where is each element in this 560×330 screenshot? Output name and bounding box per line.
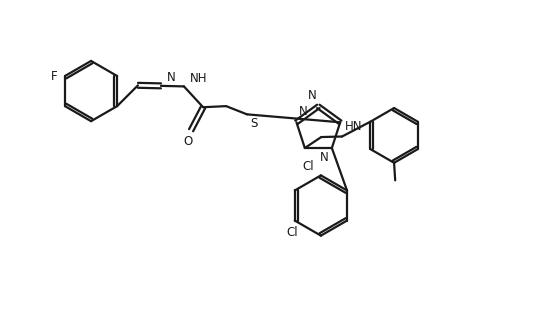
Text: HN: HN — [345, 120, 362, 133]
Text: N: N — [307, 89, 316, 102]
Text: S: S — [250, 117, 258, 130]
Text: N: N — [298, 105, 307, 118]
Text: Cl: Cl — [286, 226, 298, 239]
Text: O: O — [183, 135, 193, 148]
Text: N: N — [166, 71, 175, 84]
Text: NH: NH — [189, 72, 207, 85]
Text: Cl: Cl — [303, 160, 314, 173]
Text: N: N — [320, 151, 329, 164]
Text: F: F — [51, 70, 58, 82]
